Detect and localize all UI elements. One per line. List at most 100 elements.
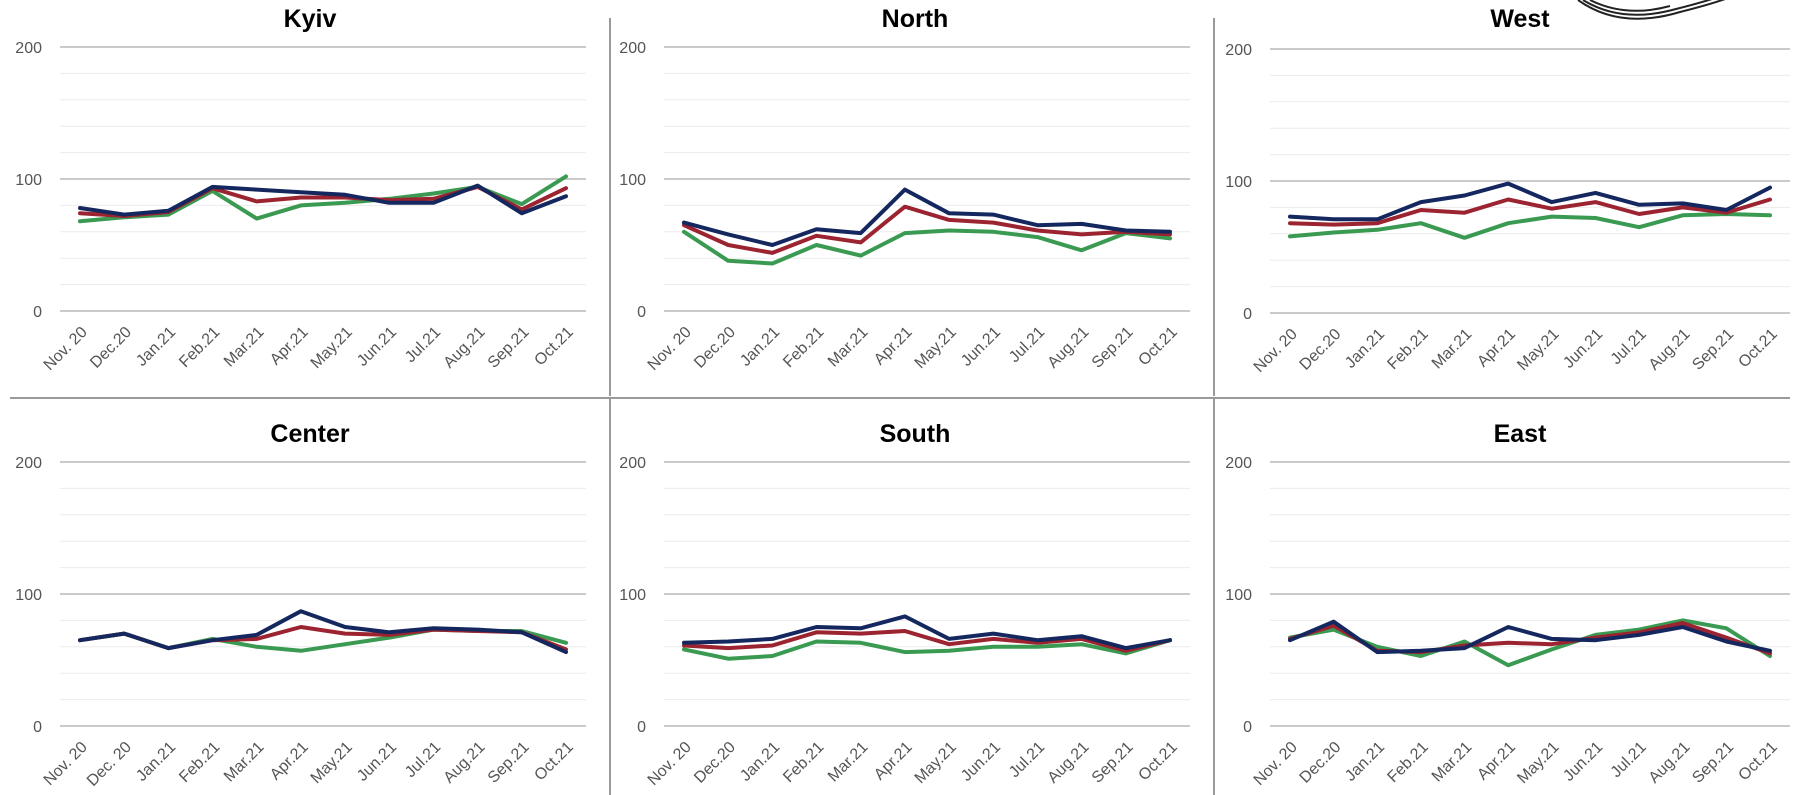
x-tick-label: Oct.21	[1735, 739, 1780, 784]
x-tick-label: Sep.21	[1689, 739, 1737, 787]
x-tick-label: Jan.21	[1342, 326, 1388, 372]
x-tick-label: Oct.21	[1735, 326, 1780, 371]
x-tick-label: Jul.21	[402, 324, 444, 366]
y-tick-label: 100	[1225, 587, 1252, 604]
y-tick-label: 200	[1225, 42, 1252, 59]
x-tick-label: Aug.21	[1646, 326, 1694, 374]
y-tick-label: 0	[33, 719, 42, 736]
series-line-navy	[1288, 619, 1772, 655]
x-tick-label: Aug.21	[441, 324, 489, 372]
x-tick-label: Jan.21	[737, 324, 783, 370]
y-tick-label: 0	[637, 719, 646, 736]
x-tick-label: Apr.21	[1474, 739, 1519, 784]
series-line-navy	[1288, 181, 1772, 222]
series-line-green	[1288, 212, 1772, 240]
x-tick-label: Sep.21	[485, 739, 533, 787]
x-tick-label: Jan.21	[133, 324, 179, 370]
y-tick-label: 100	[619, 172, 646, 189]
x-tick-label: Jul.21	[1608, 326, 1650, 368]
series-line-red	[682, 204, 1172, 255]
y-tick-label: 0	[1243, 306, 1252, 323]
x-tick-label: Sep.21	[1089, 739, 1137, 787]
x-tick-label: Nov. 20	[645, 324, 695, 374]
series-line-red	[682, 629, 1172, 653]
y-tick-label: 100	[15, 587, 42, 604]
x-tick-label: Dec.20	[691, 324, 739, 372]
chart-title: North	[882, 5, 949, 33]
x-tick-label: Jun.21	[958, 739, 1004, 785]
x-tick-label: May.21	[912, 324, 960, 372]
x-tick-label: Feb.21	[176, 324, 223, 371]
x-tick-label: Nov. 20	[41, 739, 91, 789]
chart-panel-5: 0 100 200 East Nov. 20Dec.20Jan.21Feb.21Mar.…	[1225, 420, 1790, 789]
x-tick-label: Mar.21	[1429, 739, 1476, 786]
y-tick-label: 200	[1225, 455, 1252, 472]
y-tick-label: 100	[1225, 174, 1252, 191]
x-tick-label: Nov. 20	[1251, 326, 1301, 376]
series-line-green	[682, 638, 1172, 661]
y-tick-label: 200	[15, 455, 42, 472]
y-tick-label: 200	[619, 40, 646, 57]
series-line-navy	[682, 187, 1172, 247]
x-tick-label: Mar.21	[221, 324, 268, 371]
x-tick-label: Feb.21	[1384, 326, 1431, 373]
chart-panel-1: 0 100 200 North Nov. 20Dec.20Jan.21Feb.21Mar…	[619, 5, 1190, 374]
chart-title: Kyiv	[284, 5, 337, 33]
x-tick-label: May.21	[308, 324, 356, 372]
x-tick-label: Jan.21	[133, 739, 179, 785]
series-line-navy	[78, 609, 568, 655]
series-line-navy	[682, 614, 1172, 651]
x-tick-label: Nov. 20	[645, 739, 695, 789]
x-tick-label: Jun.21	[958, 324, 1004, 370]
x-tick-label: Aug.21	[441, 739, 489, 787]
x-tick-label: Mar.21	[1429, 326, 1476, 373]
x-tick-label: Jun.21	[1560, 739, 1606, 785]
x-tick-label: Jul.21	[402, 739, 444, 781]
x-tick-label: Dec.20	[691, 739, 739, 787]
chart-title: South	[880, 420, 951, 448]
y-tick-label: 0	[33, 304, 42, 321]
x-tick-label: Dec.20	[87, 324, 135, 372]
x-tick-label: Jul.21	[1608, 739, 1650, 781]
x-tick-label: Dec.20	[1297, 739, 1345, 787]
x-tick-label: Jan.21	[1342, 739, 1388, 785]
x-tick-label: Apr.21	[267, 739, 312, 784]
series-line-green	[682, 228, 1172, 266]
x-tick-label: Oct.21	[531, 324, 576, 369]
chart-title: Center	[270, 420, 349, 448]
x-tick-label: Feb.21	[1384, 739, 1431, 786]
y-tick-label: 100	[619, 587, 646, 604]
x-tick-label: May.21	[308, 739, 356, 787]
x-tick-label: Mar.21	[825, 324, 872, 371]
x-tick-label: Jan.21	[737, 739, 783, 785]
x-tick-label: Apr.21	[871, 324, 916, 369]
x-tick-label: Oct.21	[1135, 739, 1180, 784]
series-line-navy	[78, 183, 568, 217]
chart-panel-2: 0 100 200 West Nov. 20Dec.20Jan.21Feb.21Mar.…	[1225, 5, 1790, 376]
x-tick-label: Aug.21	[1646, 739, 1694, 787]
x-tick-label: Feb.21	[780, 324, 827, 371]
y-tick-label: 200	[15, 40, 42, 57]
chart-panel-4: 0 100 200 South Nov. 20Dec.20Jan.21Feb.21Mar…	[619, 420, 1190, 789]
x-tick-label: Apr.21	[267, 324, 312, 369]
x-tick-label: Feb.21	[780, 739, 827, 786]
series-line-red	[1288, 621, 1772, 656]
x-tick-label: May.21	[1514, 326, 1562, 374]
chart-title: East	[1494, 420, 1547, 448]
x-tick-label: Sep.21	[485, 324, 533, 372]
chart-title: West	[1490, 5, 1550, 33]
x-tick-label: Mar.21	[825, 739, 872, 786]
x-tick-label: Jul.21	[1006, 324, 1048, 366]
x-tick-label: Apr.21	[871, 739, 916, 784]
x-tick-label: Jun.21	[354, 739, 400, 785]
y-tick-label: 100	[15, 172, 42, 189]
x-tick-label: Nov. 20	[41, 324, 91, 374]
x-tick-label: Jun.21	[1560, 326, 1606, 372]
x-tick-label: Jul.21	[1006, 739, 1048, 781]
x-tick-label: Apr.21	[1474, 326, 1519, 371]
x-tick-label: Dec. 20	[84, 739, 135, 790]
y-tick-label: 200	[619, 455, 646, 472]
chart-panel-0: 0 100 200 Kyiv Nov. 20Dec.20Jan.21Feb.21Mar.…	[15, 5, 586, 374]
